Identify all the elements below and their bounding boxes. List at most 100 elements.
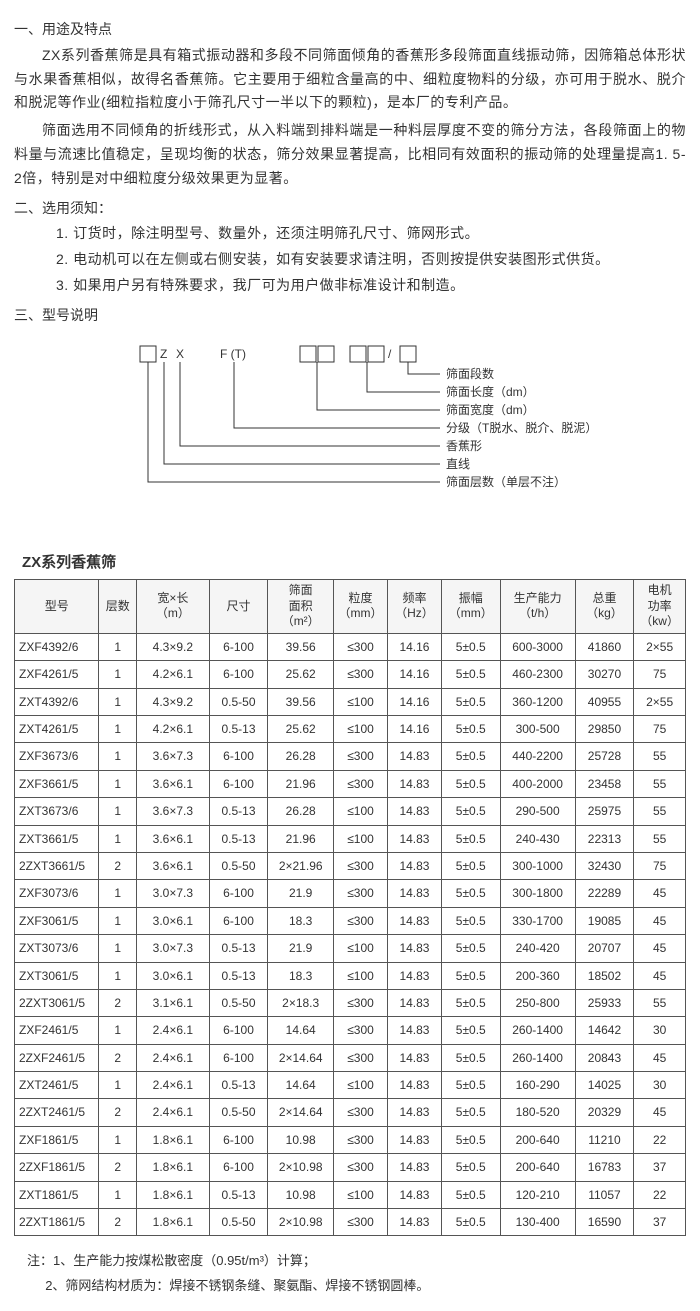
- col-header-4: 筛面面积（m²）: [268, 580, 334, 634]
- cell-17-6: 14.83: [387, 1099, 441, 1126]
- cell-8-7: 5±0.5: [441, 852, 500, 879]
- cell-21-7: 5±0.5: [441, 1209, 500, 1236]
- cell-3-2: 4.2×6.1: [136, 716, 209, 743]
- svg-text:Z: Z: [160, 347, 167, 361]
- cell-18-1: 1: [99, 1126, 137, 1153]
- cell-19-5: ≤300: [334, 1154, 388, 1181]
- cell-17-10: 45: [634, 1099, 686, 1126]
- cell-11-3: 0.5-13: [209, 935, 268, 962]
- col-header-8: 生产能力（t/h）: [500, 580, 575, 634]
- model-number-diagram: Z X F (T) / 筛面段数 筛面长度（dm） 筛面宽度（dm） 分级（T脱…: [14, 346, 686, 526]
- leader-width: 筛面宽度（dm）: [446, 402, 535, 417]
- cell-3-9: 29850: [575, 716, 634, 743]
- cell-18-0: ZXF1861/5: [15, 1126, 99, 1153]
- table-row: ZXT2461/512.4×6.10.5-1314.64≤10014.835±0…: [15, 1072, 686, 1099]
- cell-14-10: 30: [634, 1017, 686, 1044]
- cell-0-4: 39.56: [268, 633, 334, 660]
- cell-20-2: 1.8×6.1: [136, 1181, 209, 1208]
- leader-linear: 直线: [446, 457, 470, 471]
- cell-12-5: ≤100: [334, 962, 388, 989]
- col-header-2: 宽×长（m）: [136, 580, 209, 634]
- cell-15-8: 260-1400: [500, 1044, 575, 1071]
- cell-6-0: ZXT3673/6: [15, 798, 99, 825]
- cell-7-0: ZXT3661/5: [15, 825, 99, 852]
- table-row: ZXF1861/511.8×6.16-10010.98≤30014.835±0.…: [15, 1126, 686, 1153]
- cell-20-4: 10.98: [268, 1181, 334, 1208]
- cell-4-7: 5±0.5: [441, 743, 500, 770]
- cell-21-3: 0.5-50: [209, 1209, 268, 1236]
- cell-0-8: 600-3000: [500, 633, 575, 660]
- note-2: 2、筛网结构材质为：焊接不锈钢条缝、聚氨酯、焊接不锈钢圆棒。: [14, 1275, 686, 1297]
- cell-21-5: ≤300: [334, 1209, 388, 1236]
- col-header-6: 频率（Hz）: [387, 580, 441, 634]
- cell-5-10: 55: [634, 770, 686, 797]
- cell-9-9: 22289: [575, 880, 634, 907]
- cell-3-7: 5±0.5: [441, 716, 500, 743]
- cell-19-7: 5±0.5: [441, 1154, 500, 1181]
- col-header-1: 层数: [99, 580, 137, 634]
- col-header-9: 总重（kg）: [575, 580, 634, 634]
- cell-10-9: 19085: [575, 907, 634, 934]
- cell-17-4: 2×14.64: [268, 1099, 334, 1126]
- cell-19-3: 6-100: [209, 1154, 268, 1181]
- cell-13-7: 5±0.5: [441, 989, 500, 1016]
- cell-4-0: ZXF3673/6: [15, 743, 99, 770]
- cell-10-4: 18.3: [268, 907, 334, 934]
- col-header-0: 型号: [15, 580, 99, 634]
- cell-15-1: 2: [99, 1044, 137, 1071]
- cell-17-0: 2ZXT2461/5: [15, 1099, 99, 1126]
- col-header-3: 尺寸: [209, 580, 268, 634]
- cell-14-1: 1: [99, 1017, 137, 1044]
- table-row: ZXT3061/513.0×6.10.5-1318.3≤10014.835±0.…: [15, 962, 686, 989]
- table-row: 2ZXF1861/521.8×6.16-1002×10.98≤30014.835…: [15, 1154, 686, 1181]
- cell-8-10: 75: [634, 852, 686, 879]
- cell-4-5: ≤300: [334, 743, 388, 770]
- cell-13-9: 25933: [575, 989, 634, 1016]
- cell-10-8: 330-1700: [500, 907, 575, 934]
- cell-3-4: 25.62: [268, 716, 334, 743]
- cell-7-8: 240-430: [500, 825, 575, 852]
- leader-layers: 筛面层数（单层不注）: [446, 474, 566, 489]
- cell-12-10: 45: [634, 962, 686, 989]
- cell-19-2: 1.8×6.1: [136, 1154, 209, 1181]
- cell-19-9: 16783: [575, 1154, 634, 1181]
- cell-19-4: 2×10.98: [268, 1154, 334, 1181]
- cell-3-0: ZXT4261/5: [15, 716, 99, 743]
- cell-1-7: 5±0.5: [441, 661, 500, 688]
- cell-6-8: 290-500: [500, 798, 575, 825]
- table-header-row: 型号层数宽×长（m）尺寸筛面面积（m²）粒度（mm）频率（Hz）振幅（mm）生产…: [15, 580, 686, 634]
- cell-11-2: 3.0×7.3: [136, 935, 209, 962]
- cell-15-5: ≤300: [334, 1044, 388, 1071]
- cell-16-5: ≤100: [334, 1072, 388, 1099]
- cell-3-10: 75: [634, 716, 686, 743]
- cell-21-0: 2ZXT1861/5: [15, 1209, 99, 1236]
- table-title: ZX系列香蕉筛: [22, 550, 686, 576]
- cell-0-1: 1: [99, 633, 137, 660]
- cell-9-2: 3.0×7.3: [136, 880, 209, 907]
- cell-17-7: 5±0.5: [441, 1099, 500, 1126]
- col-header-10: 电机功率（kw）: [634, 580, 686, 634]
- cell-7-9: 22313: [575, 825, 634, 852]
- cell-6-2: 3.6×7.3: [136, 798, 209, 825]
- cell-14-4: 14.64: [268, 1017, 334, 1044]
- cell-15-4: 2×14.64: [268, 1044, 334, 1071]
- cell-20-10: 22: [634, 1181, 686, 1208]
- cell-2-8: 360-1200: [500, 688, 575, 715]
- cell-18-9: 11210: [575, 1126, 634, 1153]
- cell-18-2: 1.8×6.1: [136, 1126, 209, 1153]
- cell-12-9: 18502: [575, 962, 634, 989]
- cell-21-1: 2: [99, 1209, 137, 1236]
- cell-5-4: 21.96: [268, 770, 334, 797]
- leader-ft: 分级（T脱水、脱介、脱泥）: [446, 420, 597, 435]
- col-header-5: 粒度（mm）: [334, 580, 388, 634]
- cell-0-6: 14.16: [387, 633, 441, 660]
- leader-segments: 筛面段数: [446, 366, 494, 381]
- cell-12-7: 5±0.5: [441, 962, 500, 989]
- cell-4-10: 55: [634, 743, 686, 770]
- cell-18-10: 22: [634, 1126, 686, 1153]
- cell-13-3: 0.5-50: [209, 989, 268, 1016]
- note-1: 注：1、生产能力按煤松散密度（0.95t/m³）计算；: [14, 1250, 686, 1272]
- cell-18-8: 200-640: [500, 1126, 575, 1153]
- cell-7-10: 55: [634, 825, 686, 852]
- cell-7-6: 14.83: [387, 825, 441, 852]
